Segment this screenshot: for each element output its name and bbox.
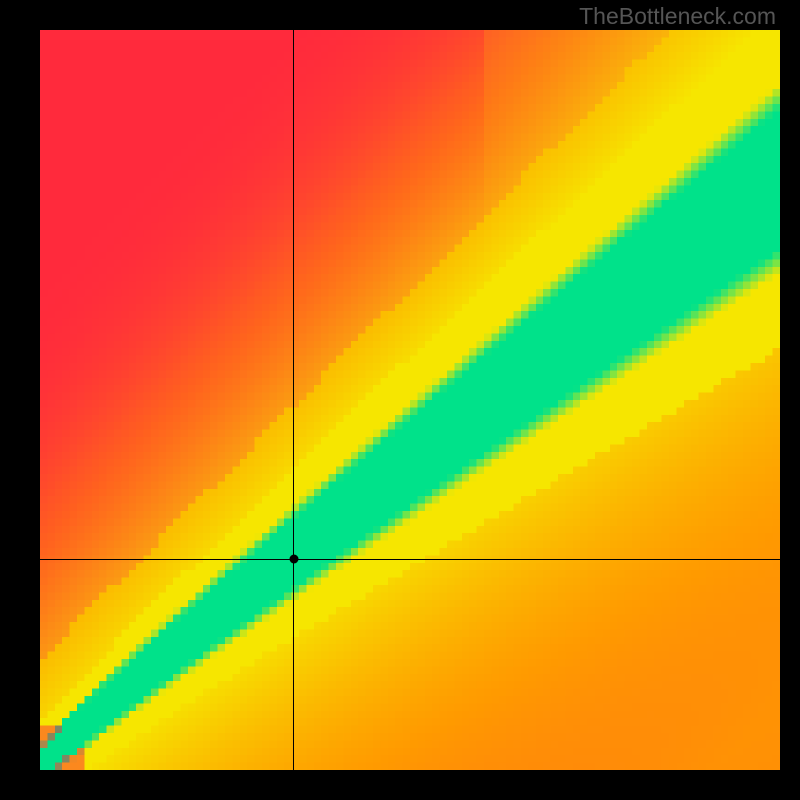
crosshair-marker [289,555,298,564]
crosshair-vertical [293,30,294,770]
crosshair-horizontal [40,559,780,560]
chart-container: TheBottleneck.com [0,0,800,800]
heatmap-canvas [40,30,780,770]
watermark-text: TheBottleneck.com [579,3,776,30]
